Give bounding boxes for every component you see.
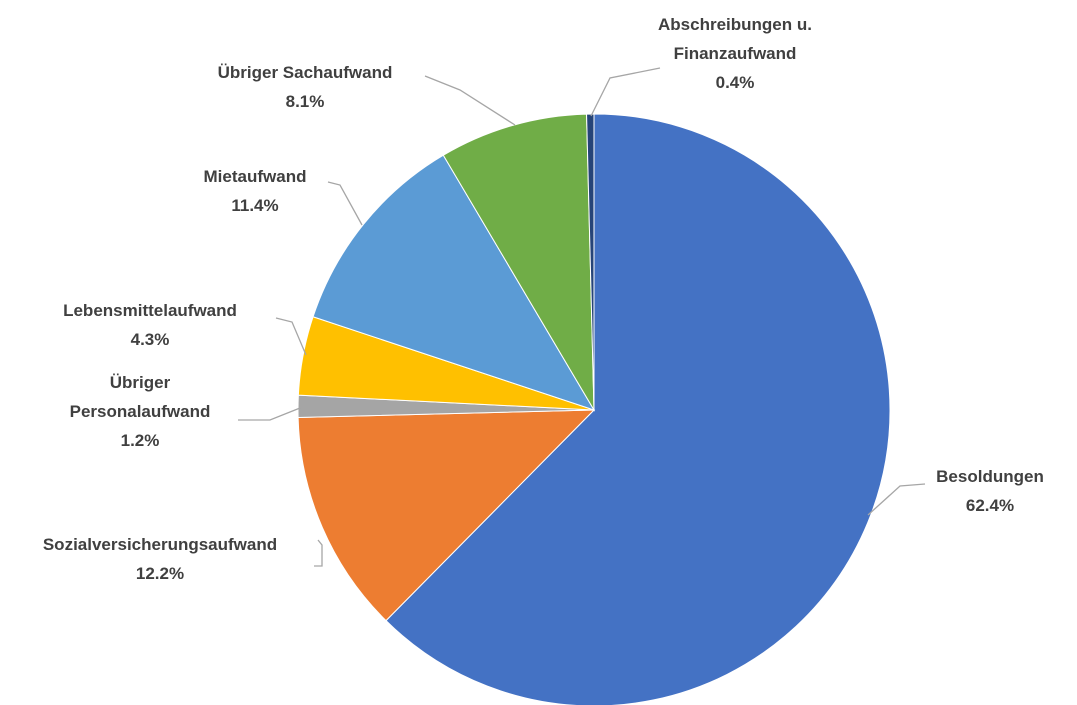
pie-slice bbox=[312, 154, 596, 411]
pie-slice bbox=[586, 113, 595, 411]
label-name: Abschreibungen u. Finanzaufwand bbox=[658, 15, 812, 63]
data-label: Mietaufwand 11.4% bbox=[170, 162, 340, 220]
data-label: Übriger Sachaufwand 8.1% bbox=[175, 58, 435, 116]
label-value: 12.2% bbox=[135, 564, 185, 583]
label-name: Übriger Sachaufwand bbox=[217, 63, 393, 82]
label-name: Mietaufwand bbox=[203, 167, 307, 186]
data-label: Lebensmittelaufwand 4.3% bbox=[20, 296, 280, 354]
leader-line bbox=[590, 67, 661, 117]
leader-line bbox=[424, 75, 516, 126]
label-name: Lebensmittelaufwand bbox=[63, 301, 237, 320]
data-label: Sozialversicherungsaufwand 12.2% bbox=[0, 530, 320, 588]
pie-slice bbox=[297, 409, 596, 622]
data-label: Abschreibungen u. Finanzaufwand 0.4% bbox=[625, 10, 845, 97]
label-value: 62.4% bbox=[965, 496, 1015, 515]
pie-slice bbox=[385, 113, 891, 705]
label-name: Sozialversicherungsaufwand bbox=[42, 535, 278, 554]
label-value: 11.4% bbox=[231, 196, 279, 215]
label-value: 8.1% bbox=[285, 92, 325, 111]
data-label: Besoldungen 62.4% bbox=[905, 462, 1075, 520]
leader-line bbox=[867, 483, 926, 516]
leader-line bbox=[238, 407, 301, 421]
label-value: 1.2% bbox=[120, 431, 160, 450]
leader-line bbox=[314, 539, 323, 567]
label-value: 4.3% bbox=[130, 330, 170, 349]
label-name: Besoldungen bbox=[936, 467, 1044, 486]
data-label: Übriger Personalaufwand 1.2% bbox=[40, 368, 240, 455]
label-name: Übriger Personalaufwand bbox=[69, 373, 211, 421]
leader-line bbox=[327, 181, 363, 226]
pie-slice bbox=[442, 113, 595, 412]
leader-line bbox=[275, 317, 307, 356]
label-value: 0.4% bbox=[715, 73, 755, 92]
